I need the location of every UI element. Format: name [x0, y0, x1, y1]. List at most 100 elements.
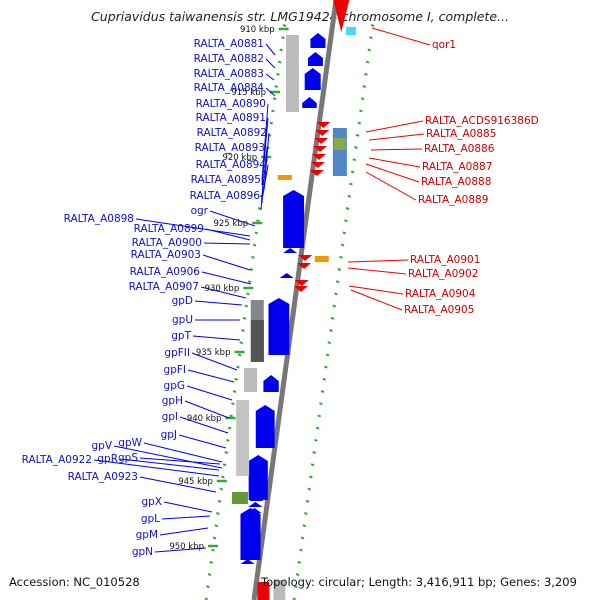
gene-label-reverse[interactable]: RALTA_A0886 [424, 143, 495, 155]
gene-label-forward[interactable]: gpR [97, 453, 118, 465]
gene-leader-line [135, 218, 251, 237]
gene-label-forward[interactable]: gpD [172, 295, 193, 307]
right-track-tick [332, 304, 337, 308]
gene-label-forward[interactable]: gpM [136, 529, 158, 541]
gene-label-forward[interactable]: RALTA_A0903 [131, 249, 201, 261]
gene-label-forward[interactable]: RALTA_A0881 [194, 38, 264, 50]
gene-label-forward[interactable]: RALTA_A0883 [194, 68, 264, 80]
gene-label-forward[interactable]: RALTA_A0922 [22, 454, 92, 466]
left-track-tick [241, 329, 245, 332]
right-track-tick [299, 548, 303, 552]
right-track-tick [369, 36, 373, 40]
left-track-tick [227, 426, 232, 430]
gene-label-forward[interactable]: RALTA_A0882 [194, 53, 264, 65]
gene-label-forward[interactable]: gpFI [164, 364, 186, 376]
gene-label-forward[interactable]: gpI [162, 411, 178, 423]
gene-leader-line [159, 527, 209, 536]
kbp-label: 915 kbp [231, 88, 266, 98]
gene-label-forward[interactable]: RALTA_A0894 [196, 159, 267, 171]
forward-gene-chevron [251, 478, 266, 483]
left-track-tick [277, 60, 282, 64]
left-track-tick [281, 36, 285, 40]
right-track-tick [325, 353, 330, 357]
gene-label-forward[interactable]: RALTA_A0890 [196, 98, 266, 110]
right-track-tick [339, 255, 343, 259]
forward-gene-arrow [268, 298, 290, 355]
gene-label-reverse[interactable]: RALTA_A0887 [422, 161, 492, 173]
gene-label-forward[interactable]: RALTA_A0898 [64, 213, 134, 225]
gene-label-forward[interactable]: gpJ [161, 429, 177, 441]
gene-label-forward[interactable]: RALTA_A0923 [68, 471, 138, 483]
gene-label-reverse[interactable]: qor1 [432, 39, 456, 51]
right-track-tick [304, 512, 308, 515]
gene-leader-line [191, 352, 238, 371]
gene-label-forward[interactable]: gpT [171, 330, 191, 342]
left-track-tick [256, 219, 260, 223]
forward-gene-chevron [247, 508, 262, 513]
left-track-tick [257, 207, 262, 210]
gene-label-forward[interactable]: gpV [91, 440, 112, 452]
accession-label: Accession: NC_010528 [9, 575, 140, 589]
gene-leader-line [263, 132, 270, 191]
gene-label-forward[interactable]: gpH [162, 395, 183, 407]
right-track-tick [322, 377, 327, 381]
gene-label-forward[interactable]: gpL [141, 513, 160, 525]
gene-leader-line [93, 459, 220, 477]
gene-label-reverse[interactable]: RALTA_A0904 [405, 288, 476, 300]
gene-label-reverse[interactable]: RALTA_A0889 [418, 194, 488, 206]
gene-label-forward[interactable]: gpW [118, 437, 142, 449]
reverse-gene-arrow [333, 0, 350, 32]
forward-gene-chevron [243, 535, 258, 540]
gene-label-forward[interactable]: RALTA_A0899 [134, 223, 204, 235]
left-track-tick [221, 475, 225, 479]
gene-label-forward[interactable]: gpX [141, 496, 162, 508]
left-track-tick [229, 414, 234, 418]
gene-label-reverse[interactable]: RALTA_A0888 [421, 176, 491, 188]
gene-label-forward[interactable]: RALTA_A0900 [132, 237, 202, 249]
right-track-tick [345, 207, 350, 210]
gene-leader-line [261, 117, 269, 186]
gene-label-forward[interactable]: gpG [164, 380, 185, 392]
gene-label-forward[interactable]: RALTA_A0884 [194, 82, 265, 94]
left-track-tick [237, 353, 242, 357]
gene-label-reverse[interactable]: RALTA_A0885 [426, 128, 496, 140]
forward-gene-arrow [310, 33, 326, 48]
right-track-tick [314, 438, 318, 442]
gene-label-forward[interactable]: gpS [118, 452, 138, 464]
gene-label-reverse[interactable]: RALTA_A0902 [408, 268, 478, 280]
gene-label-forward[interactable]: RALTA_A0896 [190, 190, 261, 202]
right-track-tick [355, 133, 360, 137]
gene-leader-line [347, 267, 407, 275]
left-track-tick [226, 438, 230, 442]
reverse-gene-chevron [310, 162, 325, 168]
gene-leader-line [202, 254, 251, 271]
gene-label-forward[interactable]: gpFII [164, 347, 190, 359]
gene-label-forward[interactable]: RALTA_A0895 [191, 174, 261, 186]
forward-gene-chevron [249, 496, 264, 501]
gene-leader-line [347, 259, 409, 263]
gene-label-forward[interactable]: RALTA_A0906 [130, 266, 201, 278]
feature-box-cyan [345, 27, 356, 35]
gene-label-forward[interactable]: gpN [132, 546, 153, 558]
reverse-gene-chevron [297, 263, 312, 269]
gene-label-reverse[interactable]: RALTA_ACDS916386D [425, 115, 539, 127]
right-track-tick [320, 390, 325, 393]
right-track-tick [359, 109, 363, 113]
gene-label-reverse[interactable]: RALTA_A0905 [404, 304, 474, 316]
gene-label-forward[interactable]: RALTA_A0892 [197, 127, 267, 139]
gene-label-forward[interactable]: ogr [191, 205, 209, 217]
right-track-tick [337, 268, 342, 271]
gene-leader-line [200, 286, 247, 299]
gene-label-reverse[interactable]: RALTA_A0901 [410, 254, 480, 266]
left-track-tick [276, 72, 280, 76]
gene-label-forward[interactable]: gpU [172, 314, 193, 326]
gene-label-forward[interactable]: RALTA_A0907 [129, 281, 199, 293]
reverse-gene-chevron [314, 138, 329, 144]
gene-label-forward[interactable]: RALTA_A0893 [195, 142, 265, 154]
gene-leader-line [187, 369, 235, 383]
gene-leader-line [370, 148, 423, 151]
kbp-label: 925 kbp [213, 219, 248, 229]
gene-label-forward[interactable]: RALTA_A0891 [196, 112, 266, 124]
left-track-tick [219, 487, 224, 491]
left-track-tick [214, 524, 219, 528]
